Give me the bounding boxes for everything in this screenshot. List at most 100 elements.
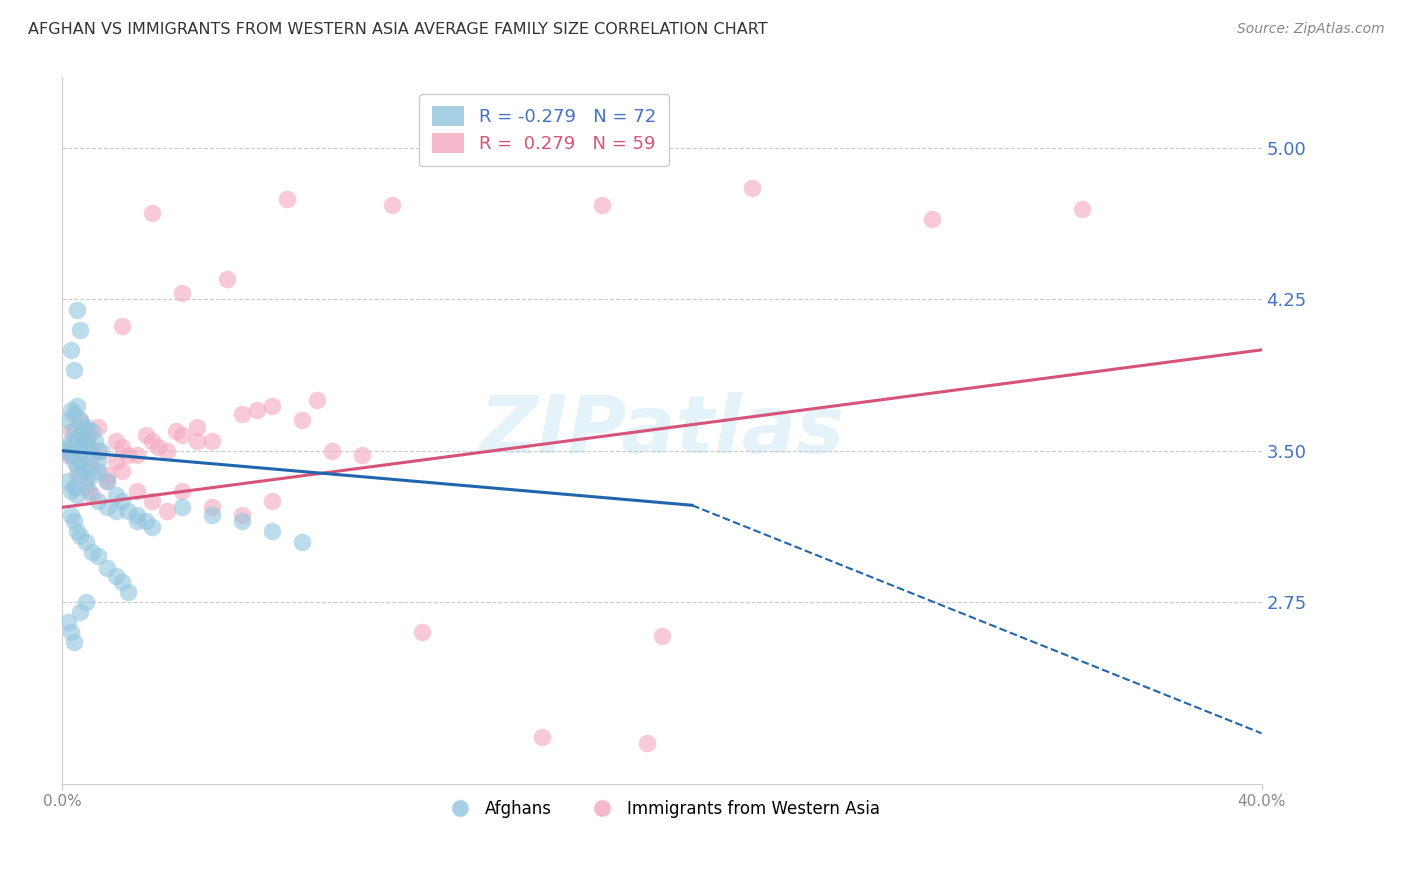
Point: [82, 424, 104, 438]
Point: [411, 625, 433, 640]
Point: [63, 440, 86, 454]
Text: Source: ZipAtlas.com: Source: ZipAtlas.com: [1237, 22, 1385, 37]
Point: [651, 629, 673, 643]
Point: [58, 413, 80, 427]
Point: [82, 459, 104, 474]
Point: [172, 427, 194, 442]
Point: [76, 419, 98, 434]
Point: [58, 474, 80, 488]
Point: [82, 467, 104, 482]
Point: [66, 459, 89, 474]
Point: [66, 302, 89, 317]
Point: [172, 286, 194, 301]
Point: [63, 424, 86, 438]
Point: [72, 448, 94, 462]
Point: [66, 400, 89, 414]
Point: [84, 434, 107, 448]
Point: [79, 484, 101, 499]
Point: [72, 459, 94, 474]
Point: [63, 635, 86, 649]
Point: [111, 318, 134, 333]
Point: [69, 443, 91, 458]
Text: AFGHAN VS IMMIGRANTS FROM WESTERN ASIA AVERAGE FAMILY SIZE CORRELATION CHART: AFGHAN VS IMMIGRANTS FROM WESTERN ASIA A…: [28, 22, 768, 37]
Point: [63, 454, 86, 468]
Point: [117, 448, 139, 462]
Point: [63, 363, 86, 377]
Point: [141, 434, 163, 448]
Point: [105, 569, 128, 583]
Point: [90, 443, 112, 458]
Point: [201, 500, 224, 515]
Point: [111, 574, 134, 589]
Point: [96, 467, 118, 482]
Point: [141, 205, 163, 219]
Point: [127, 515, 149, 529]
Point: [60, 508, 83, 523]
Point: [96, 474, 118, 488]
Point: [135, 427, 157, 442]
Point: [217, 272, 239, 286]
Point: [69, 454, 91, 468]
Point: [231, 508, 253, 523]
Point: [87, 549, 110, 563]
Point: [58, 440, 80, 454]
Point: [105, 454, 128, 468]
Point: [60, 625, 83, 640]
Point: [76, 480, 98, 494]
Point: [58, 448, 80, 462]
Point: [82, 448, 104, 462]
Point: [79, 427, 101, 442]
Point: [117, 585, 139, 599]
Point: [96, 500, 118, 515]
Point: [69, 413, 91, 427]
Point: [291, 534, 314, 549]
Point: [76, 595, 98, 609]
Point: [87, 443, 110, 458]
Point: [60, 343, 83, 357]
Point: [66, 524, 89, 539]
Point: [87, 494, 110, 508]
Point: [69, 605, 91, 619]
Point: [60, 434, 83, 448]
Point: [66, 467, 89, 482]
Point: [60, 403, 83, 417]
Point: [172, 484, 194, 499]
Point: [66, 434, 89, 448]
Point: [172, 500, 194, 515]
Point: [262, 494, 284, 508]
Point: [105, 504, 128, 518]
Point: [307, 393, 329, 408]
Point: [135, 515, 157, 529]
Point: [262, 524, 284, 539]
Point: [66, 488, 89, 502]
Point: [156, 504, 179, 518]
Point: [87, 454, 110, 468]
Point: [105, 434, 128, 448]
Point: [262, 400, 284, 414]
Point: [82, 544, 104, 558]
Point: [69, 467, 91, 482]
Point: [276, 192, 298, 206]
Point: [156, 443, 179, 458]
Point: [231, 515, 253, 529]
Point: [76, 434, 98, 448]
Point: [231, 408, 253, 422]
Point: [69, 323, 91, 337]
Point: [246, 403, 269, 417]
Point: [69, 413, 91, 427]
Point: [111, 440, 134, 454]
Point: [165, 424, 187, 438]
Point: [87, 419, 110, 434]
Point: [141, 520, 163, 534]
Legend: Afghans, Immigrants from Western Asia: Afghans, Immigrants from Western Asia: [437, 794, 887, 825]
Point: [69, 528, 91, 542]
Point: [201, 434, 224, 448]
Point: [741, 181, 763, 195]
Point: [76, 474, 98, 488]
Point: [76, 534, 98, 549]
Point: [72, 434, 94, 448]
Point: [127, 484, 149, 499]
Point: [1070, 202, 1092, 216]
Point: [636, 736, 658, 750]
Point: [201, 508, 224, 523]
